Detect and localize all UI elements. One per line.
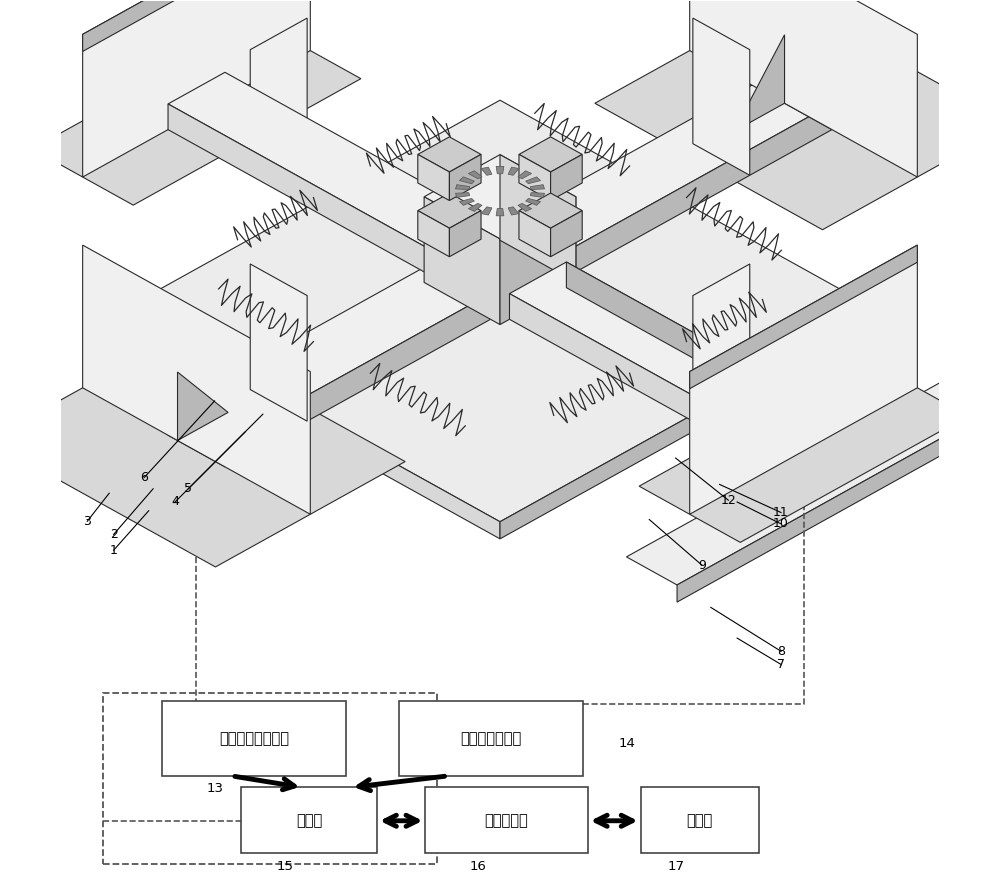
Polygon shape [566,262,832,435]
Text: 9: 9 [698,559,706,572]
Polygon shape [595,0,1000,230]
Polygon shape [418,154,449,201]
Polygon shape [519,137,582,172]
Polygon shape [690,0,917,177]
Polygon shape [178,372,228,440]
FancyBboxPatch shape [425,788,588,854]
Polygon shape [168,262,491,441]
Polygon shape [418,137,481,172]
Polygon shape [734,34,785,131]
Text: 15: 15 [276,860,293,873]
Polygon shape [83,245,310,515]
Polygon shape [500,196,576,324]
Polygon shape [459,198,474,205]
Polygon shape [32,23,361,205]
Polygon shape [526,177,541,184]
Polygon shape [168,72,491,251]
Polygon shape [693,264,750,421]
Text: 14: 14 [619,737,636,750]
Text: 端子板: 端子板 [296,813,322,828]
Polygon shape [121,100,879,522]
Polygon shape [519,154,551,201]
Text: 计算机: 计算机 [687,813,713,828]
Polygon shape [518,204,532,211]
Polygon shape [693,19,750,175]
Polygon shape [626,381,993,585]
Polygon shape [551,154,582,201]
Polygon shape [481,167,492,175]
Text: 1: 1 [110,544,118,557]
Polygon shape [530,185,545,189]
FancyBboxPatch shape [399,701,583,776]
Polygon shape [508,207,519,215]
Polygon shape [449,154,481,201]
Polygon shape [566,104,832,278]
Text: 11: 11 [773,506,789,519]
Polygon shape [250,264,307,421]
Polygon shape [449,211,481,256]
Text: 5: 5 [184,482,192,495]
Text: 10: 10 [773,517,789,530]
Polygon shape [519,193,582,228]
Polygon shape [496,209,504,216]
Polygon shape [677,410,993,602]
Text: 16: 16 [470,860,486,873]
Text: 2: 2 [110,528,118,541]
Text: 伺服电机驱动器: 伺服电机驱动器 [461,731,522,746]
Text: 6: 6 [140,470,148,484]
Polygon shape [775,72,832,130]
Polygon shape [526,198,541,205]
Polygon shape [468,204,482,211]
Polygon shape [225,293,491,467]
Polygon shape [690,245,917,389]
Text: 7: 7 [777,658,785,671]
Polygon shape [455,185,470,189]
Polygon shape [250,19,307,175]
Polygon shape [418,193,481,228]
Polygon shape [690,245,917,515]
Polygon shape [168,410,225,467]
Polygon shape [509,72,832,251]
Polygon shape [455,193,470,197]
Polygon shape [551,211,582,256]
FancyBboxPatch shape [641,788,759,854]
Polygon shape [530,193,545,197]
Text: 13: 13 [206,781,223,795]
Text: 4: 4 [171,495,179,508]
Polygon shape [509,293,775,467]
Polygon shape [459,177,474,184]
Polygon shape [468,171,482,179]
Polygon shape [508,167,519,175]
Text: 17: 17 [667,860,684,873]
Polygon shape [481,207,492,215]
Polygon shape [496,167,504,174]
Polygon shape [519,211,551,256]
Polygon shape [424,155,576,239]
Polygon shape [500,311,879,539]
FancyBboxPatch shape [162,701,346,776]
Polygon shape [121,311,500,539]
Polygon shape [509,262,832,441]
Text: 压电纤维片控制器: 压电纤维片控制器 [219,731,289,746]
Polygon shape [518,171,532,179]
Polygon shape [0,335,405,567]
Polygon shape [500,155,576,283]
Polygon shape [83,0,310,177]
Polygon shape [168,104,434,278]
Text: 3: 3 [83,515,91,528]
FancyBboxPatch shape [241,788,377,854]
Polygon shape [418,211,449,256]
Polygon shape [83,0,310,51]
Text: 运动控制卡: 运动控制卡 [485,813,528,828]
Text: 12: 12 [720,493,736,507]
Text: 8: 8 [777,645,785,658]
Polygon shape [424,196,500,324]
Polygon shape [639,359,968,543]
